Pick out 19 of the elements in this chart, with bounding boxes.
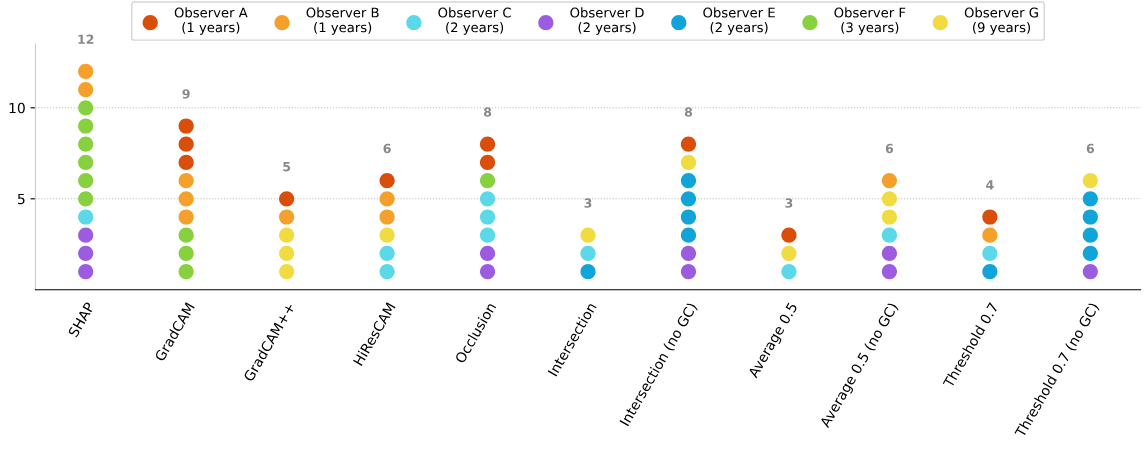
y-tick-label: 10 — [9, 102, 25, 114]
annotation: 6 — [383, 143, 391, 154]
legend-label: Observer A (1 years) — [174, 7, 248, 35]
annotation: 9 — [182, 89, 190, 99]
annotation: 12 — [78, 34, 94, 44]
annotation: 3 — [584, 198, 592, 208]
legend-label: Observer F (3 years) — [834, 7, 906, 35]
annotation: 6 — [1086, 143, 1095, 154]
annotation: 3 — [785, 198, 793, 208]
annotation: 8 — [684, 107, 693, 117]
annotation: 8 — [483, 107, 492, 117]
annotation: 6 — [885, 143, 894, 154]
legend-label: Observer E (2 years) — [703, 7, 775, 35]
legend-label: Observer D (2 years) — [570, 7, 644, 35]
legend-label: Observer G (9 years) — [964, 7, 1038, 35]
annotation: 4 — [986, 180, 994, 190]
annotation: 5 — [283, 162, 291, 172]
legend-label: Observer C (2 years) — [438, 7, 511, 35]
legend-label: Observer B (1 years) — [306, 7, 379, 35]
